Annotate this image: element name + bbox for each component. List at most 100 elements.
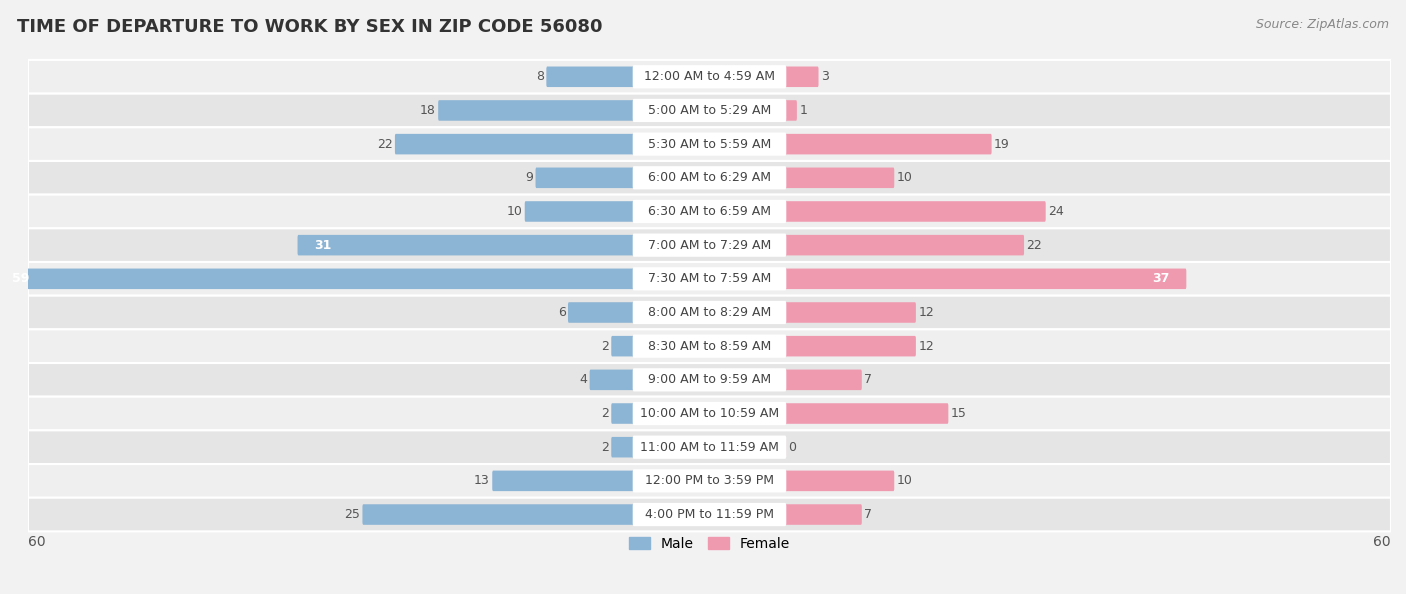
- Text: 12:00 AM to 4:59 AM: 12:00 AM to 4:59 AM: [644, 70, 775, 83]
- Text: 24: 24: [1047, 205, 1064, 218]
- Text: 7:00 AM to 7:29 AM: 7:00 AM to 7:29 AM: [648, 239, 770, 252]
- Text: 59: 59: [11, 272, 30, 285]
- Text: 10: 10: [897, 475, 912, 487]
- Text: 2: 2: [600, 340, 609, 353]
- FancyBboxPatch shape: [785, 235, 1024, 255]
- FancyBboxPatch shape: [524, 201, 634, 222]
- FancyBboxPatch shape: [28, 363, 1391, 397]
- FancyBboxPatch shape: [28, 228, 1391, 262]
- Text: 6: 6: [558, 306, 565, 319]
- Text: 3: 3: [821, 70, 828, 83]
- FancyBboxPatch shape: [633, 435, 786, 459]
- FancyBboxPatch shape: [28, 296, 1391, 329]
- FancyBboxPatch shape: [568, 302, 634, 323]
- FancyBboxPatch shape: [28, 464, 1391, 498]
- Text: 7:30 AM to 7:59 AM: 7:30 AM to 7:59 AM: [648, 272, 770, 285]
- Text: 2: 2: [600, 441, 609, 454]
- FancyBboxPatch shape: [785, 369, 862, 390]
- FancyBboxPatch shape: [28, 60, 1391, 94]
- FancyBboxPatch shape: [633, 200, 786, 223]
- Text: 10: 10: [897, 171, 912, 184]
- FancyBboxPatch shape: [785, 268, 1187, 289]
- FancyBboxPatch shape: [633, 99, 786, 122]
- Text: 8: 8: [536, 70, 544, 83]
- FancyBboxPatch shape: [536, 168, 634, 188]
- Text: TIME OF DEPARTURE TO WORK BY SEX IN ZIP CODE 56080: TIME OF DEPARTURE TO WORK BY SEX IN ZIP …: [17, 18, 602, 36]
- Text: 4:00 PM to 11:59 PM: 4:00 PM to 11:59 PM: [645, 508, 773, 521]
- FancyBboxPatch shape: [785, 100, 797, 121]
- FancyBboxPatch shape: [633, 301, 786, 324]
- FancyBboxPatch shape: [633, 368, 786, 391]
- Text: 10:00 AM to 10:59 AM: 10:00 AM to 10:59 AM: [640, 407, 779, 420]
- Text: 6:00 AM to 6:29 AM: 6:00 AM to 6:29 AM: [648, 171, 770, 184]
- FancyBboxPatch shape: [612, 336, 634, 356]
- FancyBboxPatch shape: [439, 100, 634, 121]
- Text: 25: 25: [344, 508, 360, 521]
- FancyBboxPatch shape: [298, 235, 634, 255]
- FancyBboxPatch shape: [633, 503, 786, 526]
- Text: 10: 10: [506, 205, 523, 218]
- FancyBboxPatch shape: [785, 470, 894, 491]
- Text: Source: ZipAtlas.com: Source: ZipAtlas.com: [1256, 18, 1389, 31]
- Text: 60: 60: [1374, 535, 1391, 549]
- Legend: Male, Female: Male, Female: [623, 532, 796, 557]
- FancyBboxPatch shape: [28, 397, 1391, 431]
- Text: 5:30 AM to 5:59 AM: 5:30 AM to 5:59 AM: [648, 138, 770, 151]
- Text: 22: 22: [377, 138, 392, 151]
- FancyBboxPatch shape: [785, 134, 991, 154]
- FancyBboxPatch shape: [363, 504, 634, 525]
- FancyBboxPatch shape: [633, 233, 786, 257]
- FancyBboxPatch shape: [633, 267, 786, 290]
- FancyBboxPatch shape: [633, 65, 786, 89]
- Text: 13: 13: [474, 475, 489, 487]
- Text: 15: 15: [950, 407, 966, 420]
- FancyBboxPatch shape: [633, 334, 786, 358]
- FancyBboxPatch shape: [28, 262, 1391, 296]
- FancyBboxPatch shape: [785, 336, 915, 356]
- Text: 0: 0: [789, 441, 796, 454]
- Text: 1: 1: [799, 104, 807, 117]
- FancyBboxPatch shape: [785, 168, 894, 188]
- FancyBboxPatch shape: [28, 94, 1391, 127]
- Text: 8:00 AM to 8:29 AM: 8:00 AM to 8:29 AM: [648, 306, 770, 319]
- FancyBboxPatch shape: [589, 369, 634, 390]
- FancyBboxPatch shape: [612, 403, 634, 424]
- Text: 8:30 AM to 8:59 AM: 8:30 AM to 8:59 AM: [648, 340, 770, 353]
- Text: 6:30 AM to 6:59 AM: 6:30 AM to 6:59 AM: [648, 205, 770, 218]
- FancyBboxPatch shape: [785, 403, 948, 424]
- FancyBboxPatch shape: [633, 469, 786, 492]
- FancyBboxPatch shape: [633, 166, 786, 189]
- Text: 4: 4: [579, 374, 588, 386]
- FancyBboxPatch shape: [633, 402, 786, 425]
- Text: 37: 37: [1152, 272, 1170, 285]
- Text: 12: 12: [918, 306, 934, 319]
- FancyBboxPatch shape: [785, 201, 1046, 222]
- Text: 5:00 AM to 5:29 AM: 5:00 AM to 5:29 AM: [648, 104, 770, 117]
- FancyBboxPatch shape: [547, 67, 634, 87]
- Text: 9: 9: [526, 171, 533, 184]
- FancyBboxPatch shape: [28, 195, 1391, 228]
- FancyBboxPatch shape: [28, 161, 1391, 195]
- Text: 12: 12: [918, 340, 934, 353]
- Text: 7: 7: [865, 508, 872, 521]
- FancyBboxPatch shape: [0, 268, 634, 289]
- FancyBboxPatch shape: [785, 504, 862, 525]
- Text: 31: 31: [315, 239, 332, 252]
- FancyBboxPatch shape: [28, 127, 1391, 161]
- FancyBboxPatch shape: [612, 437, 634, 457]
- Text: 7: 7: [865, 374, 872, 386]
- Text: 12:00 PM to 3:59 PM: 12:00 PM to 3:59 PM: [645, 475, 773, 487]
- Text: 22: 22: [1026, 239, 1042, 252]
- Text: 9:00 AM to 9:59 AM: 9:00 AM to 9:59 AM: [648, 374, 770, 386]
- Text: 18: 18: [420, 104, 436, 117]
- FancyBboxPatch shape: [785, 302, 915, 323]
- FancyBboxPatch shape: [492, 470, 634, 491]
- FancyBboxPatch shape: [28, 329, 1391, 363]
- Text: 11:00 AM to 11:59 AM: 11:00 AM to 11:59 AM: [640, 441, 779, 454]
- FancyBboxPatch shape: [785, 67, 818, 87]
- Text: 60: 60: [28, 535, 45, 549]
- FancyBboxPatch shape: [395, 134, 634, 154]
- Text: 19: 19: [994, 138, 1010, 151]
- FancyBboxPatch shape: [28, 498, 1391, 532]
- FancyBboxPatch shape: [633, 132, 786, 156]
